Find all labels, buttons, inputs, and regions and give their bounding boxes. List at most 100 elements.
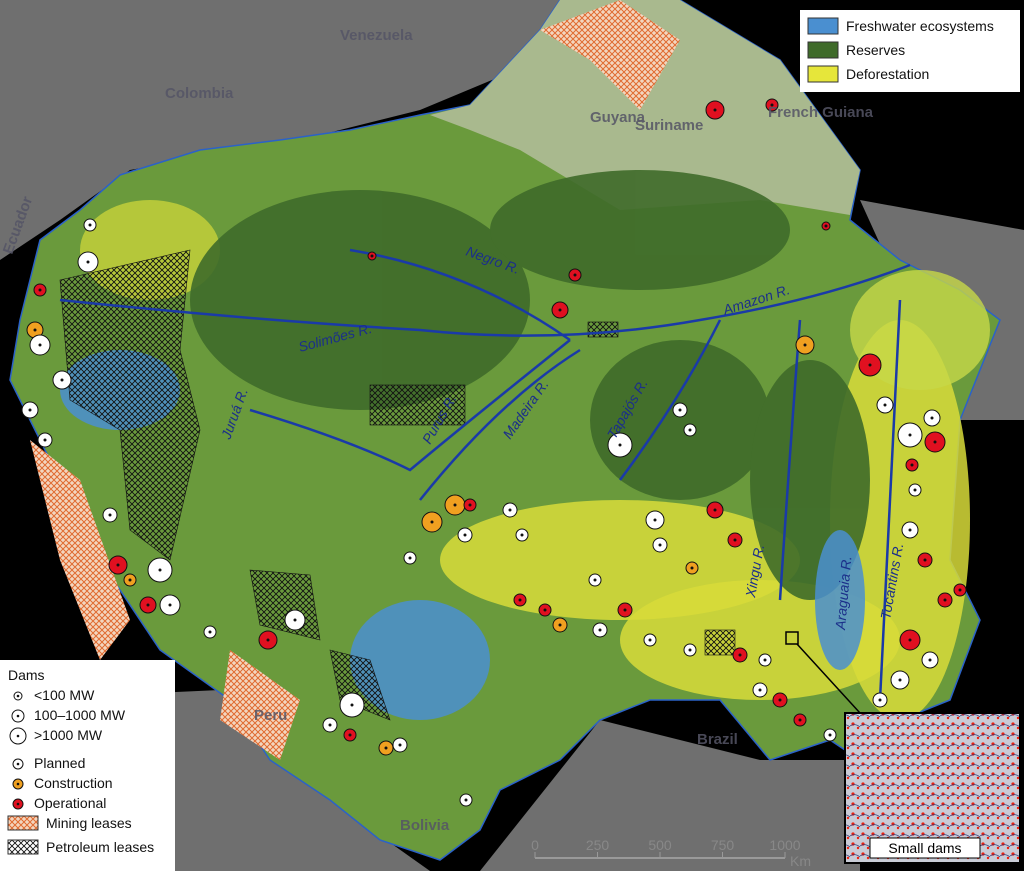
dam-center (518, 598, 522, 602)
country-label: Peru (254, 707, 287, 724)
dam-center (86, 260, 90, 264)
dam-center (558, 623, 562, 627)
dam-center (933, 440, 937, 444)
guiana-shield (430, 0, 860, 215)
dam-center (398, 743, 402, 747)
dam-center (733, 538, 737, 542)
dam-center (943, 598, 947, 602)
dams (21, 98, 967, 807)
dam-center (908, 528, 912, 532)
dam-center (678, 408, 682, 412)
dam-center (593, 578, 597, 582)
dam-center (763, 658, 767, 662)
legend-dam-center (16, 802, 20, 806)
dam-center (128, 578, 132, 582)
legend-label: Operational (34, 795, 106, 811)
dam-center (713, 508, 717, 512)
dam-center (370, 254, 374, 258)
scale-tick-label: 750 (711, 837, 735, 853)
dam-center (898, 678, 902, 682)
dam-center (453, 503, 457, 507)
river-label: Araguaia R. (832, 555, 854, 631)
legend-label: Planned (34, 755, 85, 771)
scale-tick-label: 0 (531, 837, 539, 853)
dam-center (883, 403, 887, 407)
scale-tick-label: 250 (586, 837, 610, 853)
legend-label: Construction (34, 775, 113, 791)
dam-center (266, 638, 270, 642)
dam-center (464, 798, 468, 802)
legend-label: 100–1000 MW (34, 707, 126, 723)
dam-center (508, 508, 512, 512)
dam-center (468, 503, 472, 507)
dam-center (910, 463, 914, 467)
legend-dam-center (16, 734, 20, 738)
dam-center (158, 568, 162, 572)
dam-center (108, 513, 112, 517)
legend-swatch (807, 17, 839, 35)
country-label: French Guiana (768, 104, 874, 121)
dam-center (38, 343, 42, 347)
legend-dam-center (16, 714, 20, 718)
legend-lease-swatch (7, 839, 39, 855)
legend-label: Petroleum leases (46, 839, 154, 855)
dam-center (38, 288, 42, 292)
dam-center (618, 443, 622, 447)
country-label: Bolivia (400, 817, 450, 834)
dam-center (908, 433, 912, 437)
legend-swatch (807, 41, 839, 59)
inset-label-box (869, 837, 981, 859)
legend-label: Reserves (846, 42, 905, 58)
legend-label: <100 MW (34, 687, 95, 703)
dam-center (688, 648, 692, 652)
dam-center (168, 603, 172, 607)
dam-center (923, 558, 927, 562)
legend-label: Freshwater ecosystems (846, 18, 994, 34)
country-label: Guyana (590, 109, 646, 126)
dam-center (878, 698, 882, 702)
dam-center (798, 718, 802, 722)
dam-center (713, 108, 717, 112)
dam-center (653, 518, 657, 522)
country-label: Brazil (697, 731, 738, 748)
legend-dam-center (16, 782, 20, 786)
dam-center (520, 533, 524, 537)
dam-center (803, 343, 807, 347)
rivers (59, 248, 911, 701)
dam-center (88, 223, 92, 227)
legend-label: Mining leases (46, 815, 132, 831)
dam-center (623, 608, 627, 612)
dam-center (293, 618, 297, 622)
legend-dam-center (16, 694, 20, 698)
legend-label: >1000 MW (34, 727, 103, 743)
scale-unit: Km (790, 853, 811, 869)
dam-center (658, 543, 662, 547)
legend-swatch (807, 65, 839, 83)
dam-center (828, 733, 832, 737)
dam-center (350, 703, 354, 707)
dam-center (868, 363, 872, 367)
dam-center (778, 698, 782, 702)
dam-center (146, 603, 150, 607)
legend-title: Dams (8, 667, 45, 683)
inset-locator (785, 631, 799, 645)
scale-tick-label: 1000 (769, 837, 800, 853)
country-label: Venezuela (340, 27, 413, 44)
dam-center (208, 630, 212, 634)
dam-center (770, 103, 774, 107)
dam-center (928, 658, 932, 662)
country-label: Suriname (635, 117, 703, 134)
dam-center (573, 273, 577, 277)
dam-center (543, 608, 547, 612)
dam-center (598, 628, 602, 632)
dam-center (958, 588, 962, 592)
legend-label: Deforestation (846, 66, 929, 82)
dam-center (116, 563, 120, 567)
legend-dam-center (16, 762, 20, 766)
dam-center (28, 408, 32, 412)
dam-center (913, 488, 917, 492)
inset-label: Small dams (888, 840, 961, 856)
dam-center (738, 653, 742, 657)
